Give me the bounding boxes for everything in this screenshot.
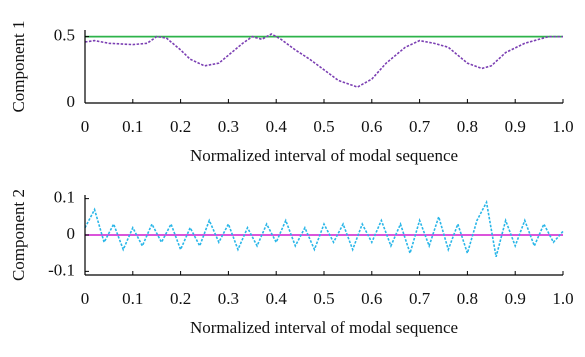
x-axis-label: Normalized interval of modal sequence — [190, 318, 458, 337]
data-line — [84, 199, 564, 258]
x-tick-label: 0.3 — [218, 289, 239, 308]
x-tick-label: 0.3 — [218, 117, 239, 136]
x-tick-label: 0.8 — [457, 117, 478, 136]
x-tick-label: 0.6 — [361, 117, 382, 136]
y-tick-label: -0.1 — [48, 260, 75, 279]
y-axis-label: Component 1 — [9, 20, 28, 112]
y-tick-label: 0.1 — [54, 188, 75, 207]
y-tick-label: 0 — [67, 92, 76, 111]
x-tick-label: 0.5 — [313, 289, 334, 308]
x-tick-label: 0.7 — [409, 117, 431, 136]
x-tick-label: 0.1 — [122, 289, 143, 308]
y-axis-label: Component 2 — [9, 189, 28, 281]
x-tick-label: 0 — [81, 289, 90, 308]
y-tick-label: 0.5 — [54, 26, 75, 45]
x-axis-label: Normalized interval of modal sequence — [190, 146, 458, 165]
x-tick-label: 0.2 — [170, 117, 191, 136]
x-tick-label: 0.1 — [122, 117, 143, 136]
x-tick-label: 1.0 — [552, 117, 573, 136]
x-tick-label: 0.8 — [457, 289, 478, 308]
y-tick-label: 0 — [67, 224, 76, 243]
x-tick-label: 0.5 — [313, 117, 334, 136]
data-line — [84, 33, 563, 88]
x-tick-label: 0.9 — [505, 289, 526, 308]
x-tick-label: 0.2 — [170, 289, 191, 308]
x-tick-label: 0.6 — [361, 289, 382, 308]
x-tick-label: 0.4 — [266, 117, 288, 136]
x-tick-label: 0.7 — [409, 289, 431, 308]
x-tick-label: 0.4 — [266, 289, 288, 308]
x-tick-label: 0.9 — [505, 117, 526, 136]
x-tick-label: 0 — [81, 117, 90, 136]
x-tick-label: 1.0 — [552, 289, 573, 308]
